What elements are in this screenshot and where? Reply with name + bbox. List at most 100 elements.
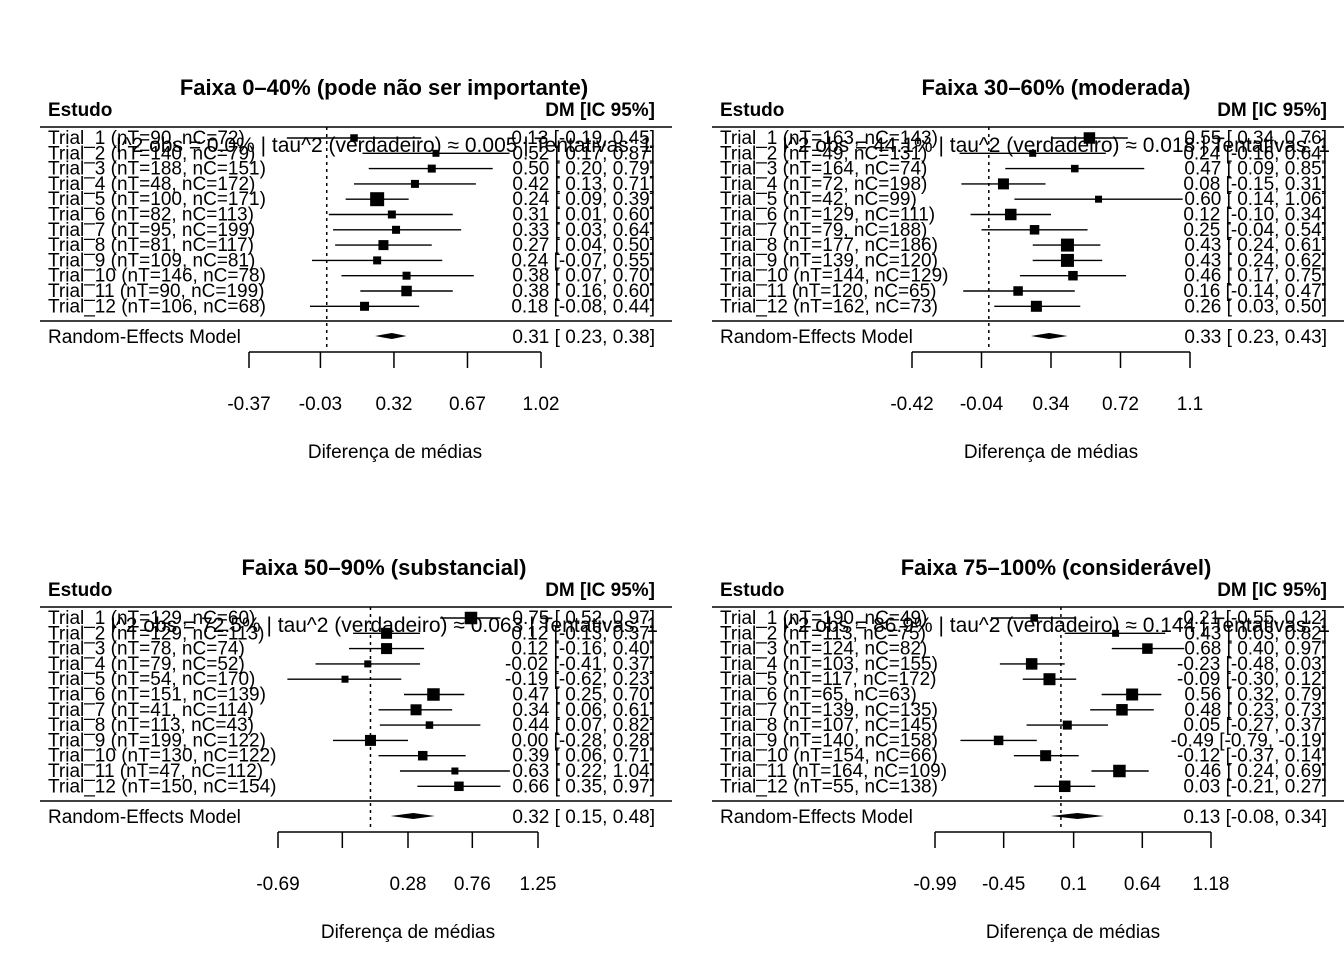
- study-point-square: [392, 225, 401, 234]
- pooled-diamond: [1050, 813, 1105, 819]
- x-tick-label: 0.32: [375, 394, 412, 415]
- study-label: Trial_3 (nT=188, nC=151): [48, 159, 266, 180]
- study-point-square: [1058, 780, 1071, 793]
- study-effect-ci: 0.48 [ 0.23, 0.73]: [1184, 700, 1327, 721]
- study-effect-ci: -0.12 [-0.37, 0.14]: [1177, 746, 1327, 767]
- study-label: Trial_9 (nT=199, nC=122): [48, 730, 266, 751]
- study-point-square: [378, 240, 389, 251]
- x-tick-label: 0.67: [449, 394, 486, 415]
- study-point-square: [1083, 132, 1096, 144]
- study-point-square: [1030, 614, 1038, 622]
- study-label: Trial_8 (nT=81, nC=117): [48, 235, 254, 256]
- pooled-effect-ci: 0.31 [ 0.23, 0.38]: [512, 327, 655, 348]
- study-effect-ci: 0.33 [ 0.03, 0.64]: [512, 220, 655, 241]
- pooled-diamond: [390, 813, 435, 819]
- study-point-square: [364, 734, 376, 746]
- study-point-square: [1029, 225, 1040, 235]
- study-point-square: [1068, 270, 1078, 281]
- x-tick-label: 1.02: [523, 394, 560, 415]
- study-point-square: [427, 688, 440, 701]
- study-point-square: [370, 192, 385, 207]
- study-point-square: [1013, 286, 1023, 296]
- panel-title: Faixa 75–100% (considerável): [901, 555, 1212, 580]
- pooled-label: Random-Effects Model: [720, 807, 913, 828]
- study-point-square: [373, 256, 382, 265]
- study-effect-ci: -0.49 [-0.79, -0.19]: [1171, 730, 1327, 751]
- study-label: Trial_1 (nT=163, nC=143): [720, 128, 938, 149]
- heterogeneity-subtitle: I^2 obs = 0.0% | tau^2 (verdadeiro) ≈ 0.…: [116, 134, 652, 157]
- study-label: Trial_1 (nT=190, nC=49): [720, 608, 927, 629]
- study-point-square: [350, 134, 358, 142]
- study-point-square: [360, 301, 370, 311]
- study-point-square: [417, 750, 428, 761]
- study-effect-ci: 0.00 [-0.28, 0.28]: [511, 730, 655, 751]
- study-label: Trial_4 (nT=79, nC=52): [48, 654, 245, 675]
- study-point-square: [454, 781, 464, 792]
- study-effect-ci: 0.50 [ 0.20, 0.79]: [512, 159, 655, 180]
- study-effect-ci: 0.47 [ 0.25, 0.70]: [512, 685, 655, 706]
- heterogeneity-subtitle: I^2 obs = 72.5% | tau^2 (verdadeiro) ≈ 0…: [110, 614, 658, 637]
- panel-title: Faixa 0–40% (pode não ser importante): [180, 75, 588, 100]
- study-point-square: [464, 611, 478, 625]
- x-tick-label: 0.76: [454, 874, 491, 895]
- study-label: Trial_5 (nT=42, nC=99): [720, 189, 917, 210]
- heterogeneity-subtitle: I^2 obs = 86.9% | tau^2 (verdadeiro) ≈ 0…: [782, 614, 1330, 637]
- study-label: Trial_2 (nT=129, nC=113): [48, 623, 265, 644]
- study-label: Trial_11 (nT=120, nC=65): [720, 281, 937, 302]
- study-effect-ci: -0.23 [-0.48, 0.03]: [1177, 654, 1327, 675]
- study-point-square: [1113, 764, 1126, 778]
- x-tick-label: 1.1: [1177, 394, 1203, 415]
- column-header-study: Estudo: [48, 580, 112, 601]
- study-label: Trial_4 (nT=72, nC=198): [720, 174, 927, 195]
- study-label: Trial_5 (nT=117, nC=172): [720, 669, 937, 690]
- study-label: Trial_5 (nT=54, nC=170): [48, 669, 255, 690]
- study-point-square: [1043, 673, 1056, 686]
- study-effect-ci: 0.55 [ 0.34, 0.76]: [1184, 128, 1327, 149]
- study-effect-ci: 0.66 [ 0.35, 0.97]: [512, 776, 655, 797]
- x-tick-label: 0.34: [1033, 394, 1070, 415]
- x-tick-label: 1.25: [520, 874, 557, 895]
- forest-panel: Faixa 30–60% (moderada) Estudo DM [IC 95%]…: [712, 75, 1344, 463]
- study-effect-ci: 0.63 [ 0.22, 1.04]: [512, 761, 655, 782]
- pooled-label: Random-Effects Model: [48, 807, 241, 828]
- study-effect-ci: 0.13 [-0.19, 0.45]: [511, 128, 655, 149]
- study-point-square: [1095, 195, 1103, 203]
- study-label: Trial_7 (nT=139, nC=135): [720, 700, 938, 721]
- study-effect-ci: 0.44 [ 0.07, 0.82]: [512, 715, 655, 736]
- study-effect-ci: -0.19 [-0.62, 0.23]: [505, 669, 655, 690]
- pooled-effect-ci: 0.32 [ 0.15, 0.48]: [512, 807, 655, 828]
- study-label: Trial_8 (nT=107, nC=145): [720, 715, 938, 736]
- study-label: Trial_6 (nT=82, nC=113): [48, 205, 254, 226]
- x-tick-label: 0.72: [1102, 394, 1139, 415]
- study-effect-ci: 0.38 [ 0.16, 0.60]: [512, 281, 655, 302]
- study-point-square: [1060, 238, 1074, 252]
- study-effect-ci: 0.60 [ 0.14, 1.06]: [1184, 189, 1327, 210]
- study-label: Trial_1 (nT=129, nC=60): [48, 608, 255, 629]
- study-effect-ci: 0.47 [ 0.09, 0.85]: [1184, 159, 1327, 180]
- panel-title: Faixa 30–60% (moderada): [921, 75, 1190, 100]
- pooled-diamond: [1030, 333, 1068, 339]
- column-header-effect: DM [IC 95%]: [545, 100, 655, 121]
- study-label: Trial_4 (nT=103, nC=155): [720, 654, 938, 675]
- study-label: Trial_12 (nT=106, nC=68): [48, 296, 266, 317]
- study-point-square: [432, 149, 440, 157]
- study-effect-ci: 0.46 [ 0.17, 0.75]: [1184, 266, 1327, 287]
- study-effect-ci: -0.21 [-0.55, 0.12]: [1177, 608, 1327, 629]
- x-tick-label: 0.1: [1060, 874, 1086, 895]
- column-header-effect: DM [IC 95%]: [545, 580, 655, 601]
- pooled-diamond: [375, 333, 407, 339]
- study-effect-ci: 0.34 [ 0.06, 0.61]: [512, 700, 655, 721]
- study-effect-ci: 0.24 [ 0.09, 0.39]: [512, 189, 655, 210]
- study-label: Trial_5 (nT=100, nC=171): [48, 189, 266, 210]
- panel-title: Faixa 50–90% (substancial): [242, 555, 527, 580]
- study-effect-ci: 0.56 [ 0.32, 0.79]: [1184, 685, 1327, 706]
- study-effect-ci: 0.68 [ 0.40, 0.97]: [1184, 639, 1327, 660]
- forest-panel: Faixa 75–100% (considerável) Estudo DM [IC…: [712, 555, 1344, 943]
- study-label: Trial_6 (nT=151, nC=139): [48, 685, 266, 706]
- study-label: Trial_12 (nT=162, nC=73): [720, 296, 938, 317]
- study-label: Trial_9 (nT=139, nC=120): [720, 250, 938, 271]
- study-effect-ci: 0.08 [-0.15, 0.31]: [1183, 174, 1327, 195]
- study-effect-ci: -0.09 [-0.30, 0.12]: [1177, 669, 1327, 690]
- study-effect-ci: 0.03 [-0.21, 0.27]: [1183, 776, 1327, 797]
